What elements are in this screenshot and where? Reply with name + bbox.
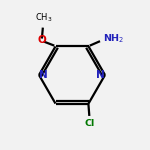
Text: NH$_2$: NH$_2$ — [103, 33, 125, 45]
Text: N: N — [96, 70, 105, 80]
Text: Cl: Cl — [84, 119, 94, 128]
Text: CH$_3$: CH$_3$ — [35, 11, 52, 24]
Text: O: O — [38, 35, 46, 45]
Text: N: N — [39, 70, 48, 80]
